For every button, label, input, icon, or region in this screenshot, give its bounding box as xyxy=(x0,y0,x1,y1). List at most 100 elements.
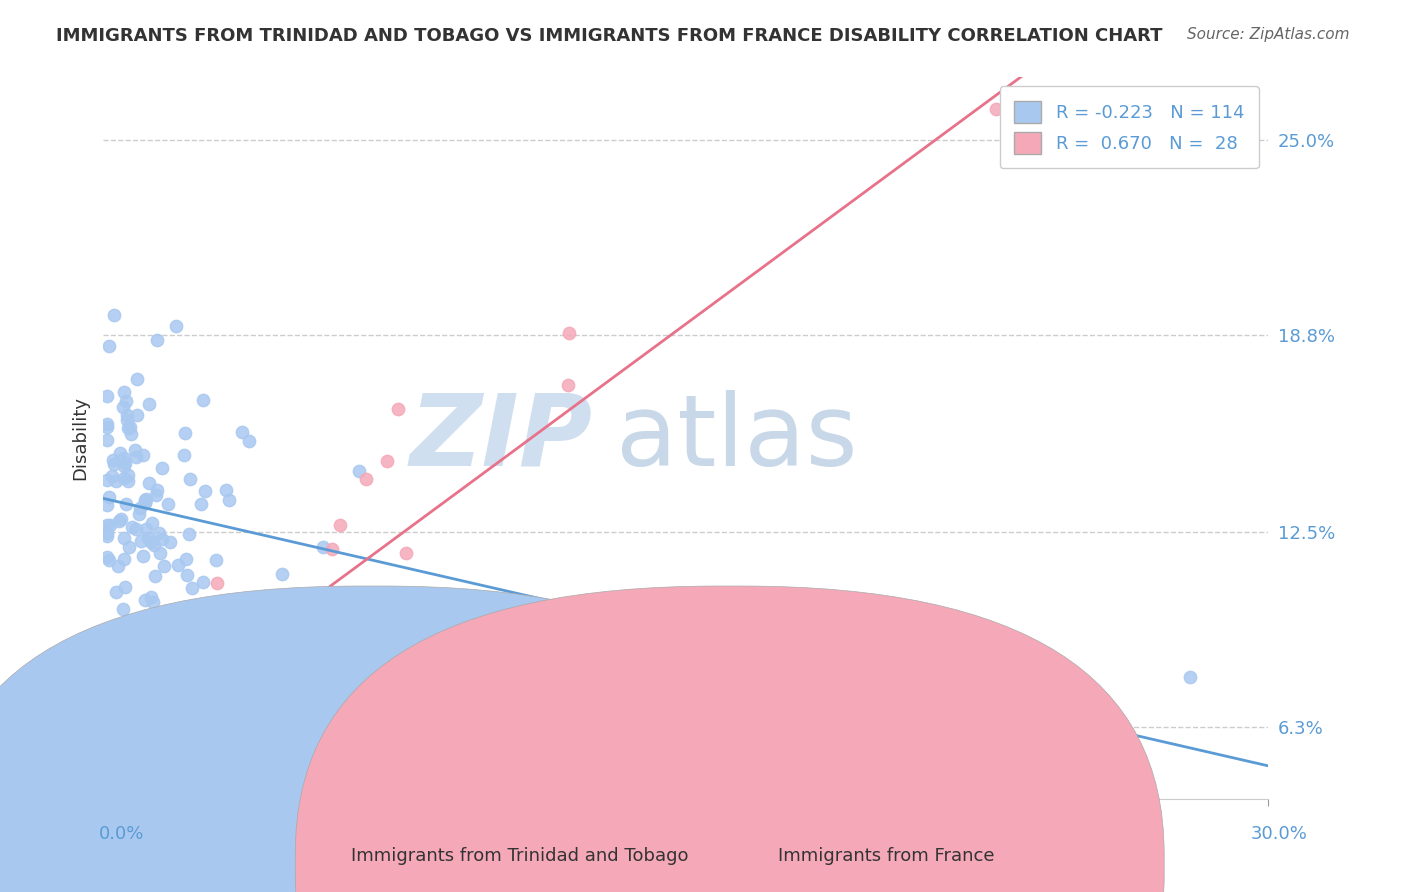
Point xyxy=(117,468,139,483)
Legend: R = -0.223   N = 114, R =  0.670   N =  28: R = -0.223 N = 114, R = 0.670 N = 28 xyxy=(1000,87,1258,169)
Point xyxy=(139,591,162,605)
Point xyxy=(149,546,172,560)
Point xyxy=(153,559,176,574)
Point xyxy=(179,472,201,486)
Point xyxy=(110,512,132,526)
Point xyxy=(312,540,335,554)
Point xyxy=(136,531,159,545)
Point xyxy=(173,448,195,462)
Point xyxy=(96,417,118,432)
Point xyxy=(114,456,136,470)
Point xyxy=(125,450,148,464)
Point xyxy=(96,517,118,532)
Point xyxy=(354,473,377,487)
Point xyxy=(558,326,581,341)
Point xyxy=(205,575,228,590)
Point xyxy=(259,624,281,638)
Point xyxy=(557,377,579,392)
Point xyxy=(97,339,120,353)
Point xyxy=(228,623,250,637)
Point xyxy=(157,632,180,646)
Point xyxy=(238,434,260,449)
Point xyxy=(193,574,215,589)
Point xyxy=(190,497,212,511)
Point xyxy=(141,516,163,530)
Point xyxy=(143,569,166,583)
Point xyxy=(112,401,135,415)
Point xyxy=(323,639,346,653)
Point xyxy=(125,760,148,774)
Point xyxy=(117,408,139,422)
Point xyxy=(194,626,217,640)
Point xyxy=(180,581,202,595)
Point xyxy=(108,446,131,460)
Point xyxy=(112,551,135,566)
Point xyxy=(148,526,170,541)
Point xyxy=(112,531,135,545)
Point xyxy=(96,433,118,447)
Point xyxy=(138,397,160,411)
Point xyxy=(134,496,156,510)
Point xyxy=(122,641,145,656)
Point xyxy=(104,474,127,488)
Point xyxy=(247,613,270,627)
Point xyxy=(114,497,136,511)
Point xyxy=(121,519,143,533)
Point xyxy=(129,533,152,548)
Point xyxy=(145,488,167,502)
Point xyxy=(145,483,167,497)
Point xyxy=(194,483,217,498)
Point xyxy=(96,473,118,487)
Point xyxy=(274,627,297,641)
Point xyxy=(117,474,139,488)
Point xyxy=(97,491,120,505)
Point xyxy=(984,102,1007,116)
Point xyxy=(174,425,197,440)
Point xyxy=(146,333,169,347)
Point xyxy=(187,614,209,628)
Point xyxy=(197,642,219,657)
Point xyxy=(124,443,146,458)
Point xyxy=(118,541,141,555)
Point xyxy=(125,372,148,386)
Point xyxy=(1178,670,1201,684)
Text: IMMIGRANTS FROM TRINIDAD AND TOBAGO VS IMMIGRANTS FROM FRANCE DISABILITY CORRELA: IMMIGRANTS FROM TRINIDAD AND TOBAGO VS I… xyxy=(56,27,1163,45)
Point xyxy=(148,634,170,648)
Point xyxy=(176,552,198,566)
Point xyxy=(138,760,160,774)
Point xyxy=(112,471,135,485)
Point xyxy=(519,627,541,641)
Point xyxy=(395,546,418,560)
Point xyxy=(159,535,181,549)
Point xyxy=(115,394,138,409)
Point xyxy=(112,385,135,400)
Text: ZIP: ZIP xyxy=(409,390,592,486)
Point xyxy=(96,420,118,434)
Point xyxy=(135,522,157,536)
Point xyxy=(128,500,150,515)
Text: 30.0%: 30.0% xyxy=(1251,825,1308,843)
Y-axis label: Disability: Disability xyxy=(72,396,89,480)
Point xyxy=(218,493,240,508)
Point xyxy=(112,450,135,465)
Point xyxy=(135,708,157,723)
Point xyxy=(142,595,165,609)
Point xyxy=(329,517,352,532)
Point xyxy=(135,491,157,506)
Point xyxy=(114,580,136,594)
Point xyxy=(112,602,135,616)
Point xyxy=(166,558,188,572)
Point xyxy=(134,493,156,508)
Point xyxy=(288,677,311,691)
Point xyxy=(96,525,118,540)
Point xyxy=(96,498,118,512)
Point xyxy=(112,458,135,473)
Point xyxy=(128,507,150,521)
Point xyxy=(308,690,330,704)
Point xyxy=(96,550,118,565)
Point xyxy=(125,522,148,536)
Point xyxy=(101,453,124,467)
Point xyxy=(103,308,125,322)
Point xyxy=(166,637,188,651)
Point xyxy=(132,449,155,463)
